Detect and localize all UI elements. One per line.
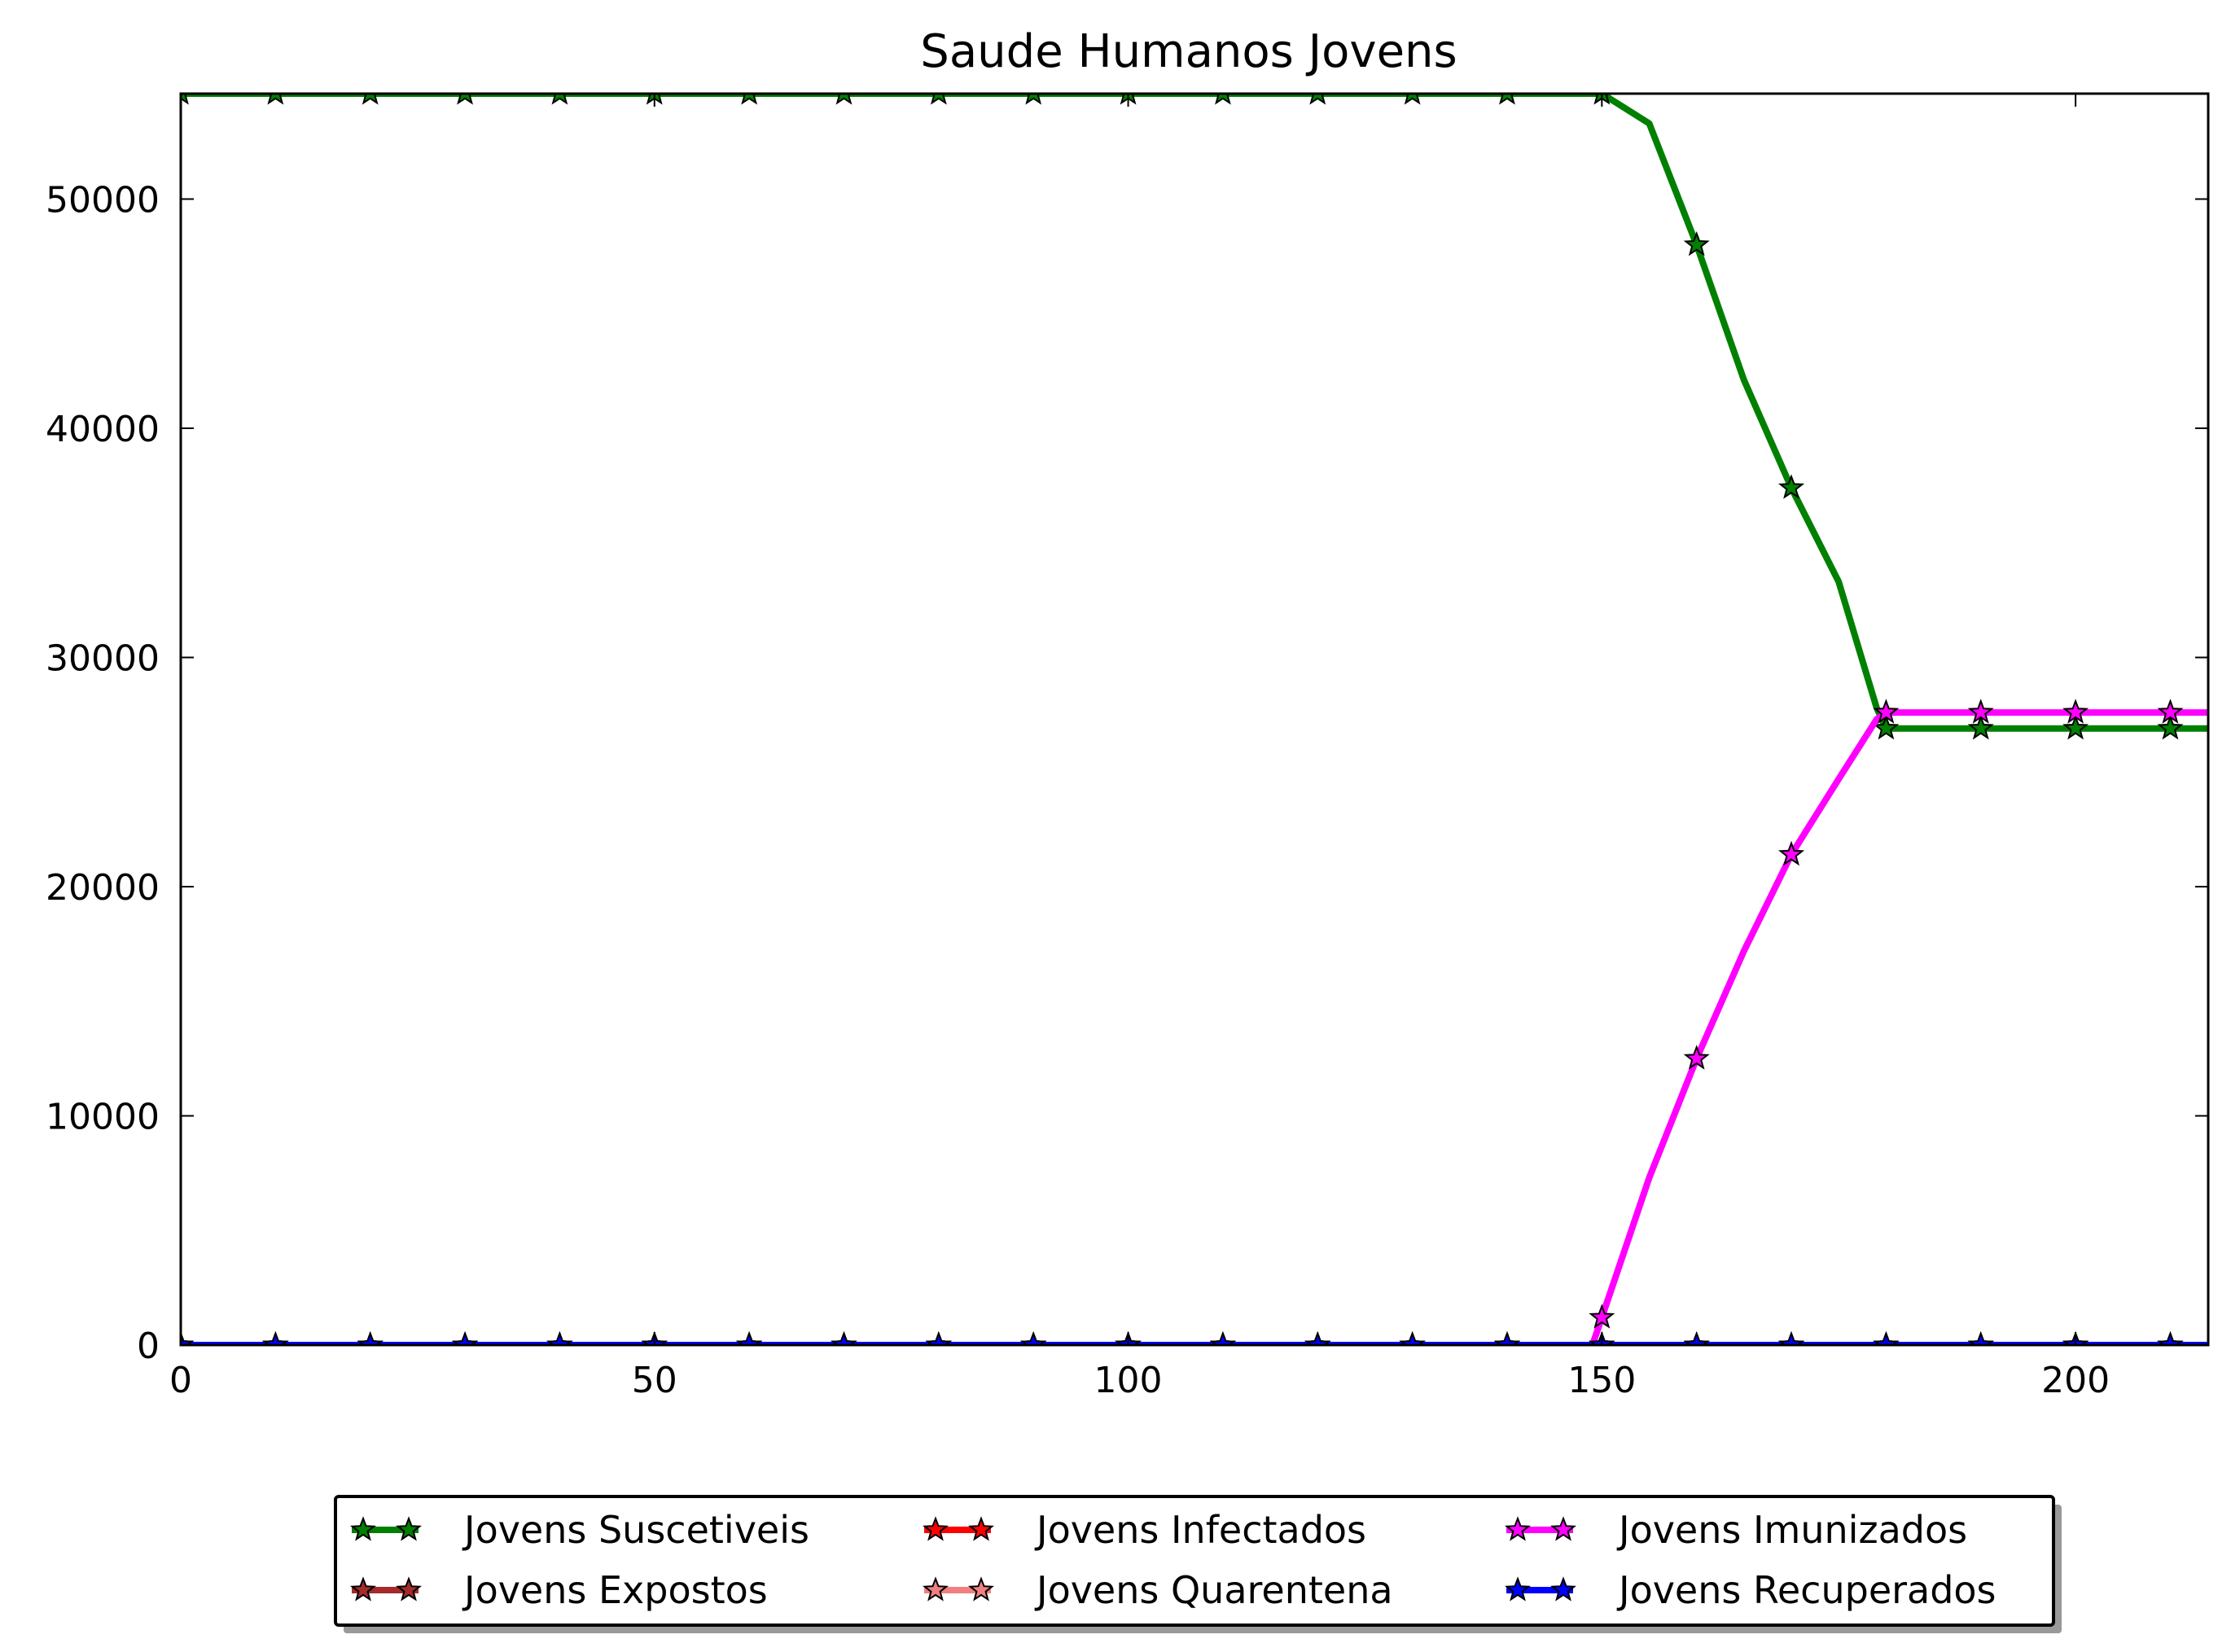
series-marker-0 bbox=[181, 94, 189, 105]
legend-marker-3 bbox=[967, 1576, 995, 1602]
legend-marker-1 bbox=[349, 1576, 377, 1602]
series-marker-5 bbox=[736, 1331, 763, 1345]
plot-frame bbox=[179, 92, 2210, 1347]
y-tick-label: 50000 bbox=[46, 179, 160, 221]
series-marker-5 bbox=[546, 1331, 573, 1345]
legend-marker-4 bbox=[1504, 1516, 1532, 1541]
series-marker-0 bbox=[551, 94, 568, 105]
series-marker-5 bbox=[181, 1331, 195, 1345]
series-marker-0 bbox=[2062, 714, 2089, 740]
legend-marker-1 bbox=[395, 1576, 423, 1602]
series-marker-5 bbox=[2157, 1331, 2184, 1345]
y-tick-label: 40000 bbox=[46, 409, 160, 450]
legend: Jovens Suscetiveis Jovens Expostos Jovens … bbox=[334, 1495, 2062, 1633]
series-marker-4 bbox=[1873, 699, 1900, 724]
series-marker-5 bbox=[452, 1331, 479, 1345]
plot-area bbox=[181, 94, 2208, 1345]
x-tick-label: 100 bbox=[1094, 1360, 1163, 1401]
series-marker-5 bbox=[831, 1331, 857, 1345]
series-marker-5 bbox=[1873, 1331, 1900, 1345]
series-marker-0 bbox=[741, 94, 758, 105]
legend-marker-5 bbox=[1549, 1576, 1577, 1602]
series-marker-0 bbox=[1215, 94, 1231, 105]
series-marker-5 bbox=[1967, 1331, 1994, 1345]
y-tick-label: 20000 bbox=[46, 867, 160, 909]
series-marker-4 bbox=[2157, 699, 2184, 724]
legend-box bbox=[334, 1495, 2055, 1627]
y-tick-label: 30000 bbox=[46, 638, 160, 679]
series-marker-0 bbox=[1967, 714, 1994, 740]
series-marker-0 bbox=[1873, 714, 1900, 740]
series-marker-5 bbox=[1777, 1331, 1805, 1345]
y-tick-label: 10000 bbox=[46, 1096, 160, 1137]
series-marker-0 bbox=[1025, 94, 1042, 105]
legend-label-2: Jovens Infectados bbox=[1034, 1508, 1366, 1552]
chart-title: Saude Humanos Jovens bbox=[920, 25, 1457, 78]
legend-marker-2 bbox=[967, 1516, 995, 1541]
legend-marker-3 bbox=[922, 1576, 949, 1602]
series-line-4 bbox=[181, 709, 2208, 1345]
x-tick-label: 0 bbox=[169, 1360, 192, 1401]
series-marker-0 bbox=[835, 94, 853, 105]
series-marker-5 bbox=[925, 1331, 952, 1345]
legend-label-1: Jovens Expostos bbox=[462, 1568, 768, 1612]
series-marker-0 bbox=[1309, 94, 1326, 105]
legend-label-0: Jovens Suscetiveis bbox=[462, 1508, 809, 1552]
series-marker-4 bbox=[2062, 699, 2089, 724]
legend-marker-0 bbox=[395, 1516, 423, 1541]
series-marker-0 bbox=[1683, 230, 1710, 256]
series-marker-5 bbox=[1683, 1331, 1710, 1345]
series-marker-0 bbox=[2157, 714, 2184, 740]
series-marker-5 bbox=[1020, 1331, 1047, 1345]
series-marker-0 bbox=[1499, 94, 1515, 105]
x-tick-label: 150 bbox=[1567, 1360, 1636, 1401]
series-marker-5 bbox=[1304, 1331, 1331, 1345]
series-marker-0 bbox=[930, 94, 947, 105]
x-tick-label: 50 bbox=[632, 1360, 677, 1401]
axes: 0 50 100 150 200 0 10000 20000 30000 40000 50000 bbox=[46, 92, 2210, 1401]
series-marker-5 bbox=[262, 1331, 289, 1345]
legend-marker-5 bbox=[1504, 1576, 1532, 1602]
y-tick-label: 0 bbox=[137, 1326, 160, 1367]
series-marker-5 bbox=[1493, 1331, 1521, 1345]
series-marker-4 bbox=[1967, 699, 1994, 724]
series-marker-0 bbox=[362, 94, 379, 105]
series-marker-0 bbox=[457, 94, 473, 105]
legend-label-3: Jovens Quarentena bbox=[1034, 1568, 1393, 1612]
series-marker-0 bbox=[267, 94, 284, 105]
x-tick-label: 200 bbox=[2041, 1360, 2110, 1401]
series-marker-5 bbox=[1399, 1331, 1426, 1345]
series-marker-0 bbox=[1404, 94, 1421, 105]
legend-marker-4 bbox=[1549, 1516, 1577, 1541]
legend-label-5: Jovens Recuperados bbox=[1616, 1568, 1997, 1612]
series-marker-5 bbox=[1209, 1331, 1236, 1345]
legend-marker-0 bbox=[349, 1516, 377, 1541]
series-line-0 bbox=[181, 94, 2208, 732]
legend-marker-2 bbox=[922, 1516, 949, 1541]
series-marker-4 bbox=[1683, 1045, 1710, 1070]
series-marker-4 bbox=[1589, 1304, 1615, 1329]
series-marker-5 bbox=[357, 1331, 384, 1345]
series-marker-0 bbox=[1777, 474, 1805, 499]
series-marker-4 bbox=[1777, 840, 1805, 866]
legend-label-4: Jovens Imunizados bbox=[1616, 1508, 1967, 1552]
